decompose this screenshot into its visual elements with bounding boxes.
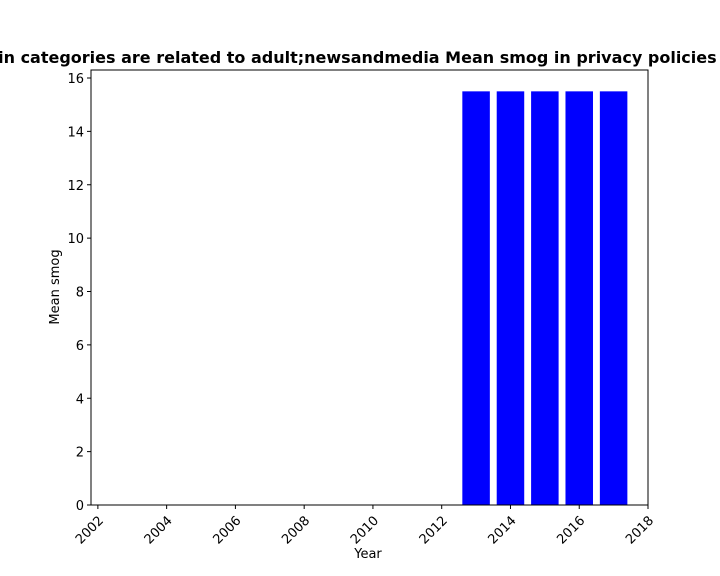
y-tick-label: 0	[76, 499, 84, 514]
y-tick-label: 4	[76, 392, 84, 407]
bar	[599, 91, 628, 505]
y-tick-label: 10	[67, 232, 84, 247]
y-tick-label: 12	[67, 179, 84, 194]
y-axis-label: Mean smog	[48, 249, 63, 324]
x-axis-label: Year	[353, 547, 382, 562]
y-tick-label: 14	[67, 125, 84, 140]
chart-title: Domain categories are related to adult;n…	[0, 48, 720, 67]
y-tick-label: 2	[76, 446, 84, 461]
plot-frame	[90, 69, 649, 506]
y-tick-label: 6	[76, 339, 84, 354]
bar	[462, 91, 490, 505]
y-tick-label: 16	[67, 72, 84, 87]
bar	[496, 91, 525, 505]
bar	[565, 91, 593, 505]
y-tick-label: 8	[76, 286, 84, 301]
bar	[531, 91, 559, 505]
